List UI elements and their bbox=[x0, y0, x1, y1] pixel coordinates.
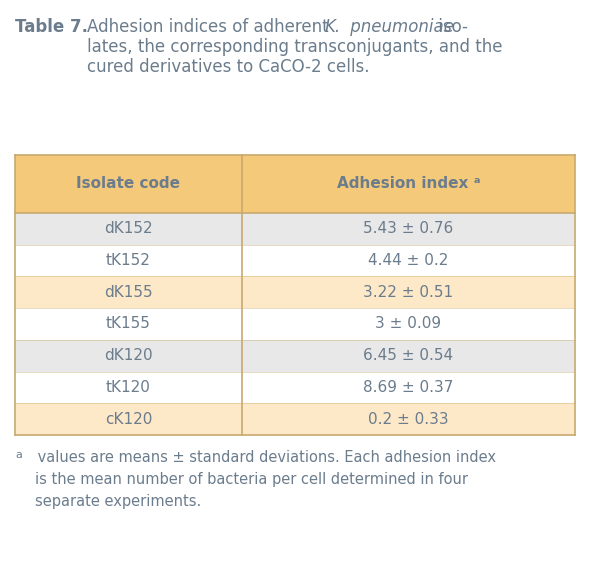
Bar bbox=[242, 276, 575, 308]
Text: 0.2 ± 0.33: 0.2 ± 0.33 bbox=[368, 412, 448, 427]
Text: 3.22 ± 0.51: 3.22 ± 0.51 bbox=[364, 285, 453, 300]
Bar bbox=[15, 245, 242, 276]
Text: dK155: dK155 bbox=[104, 285, 153, 300]
Text: dK152: dK152 bbox=[104, 221, 153, 236]
Bar bbox=[242, 245, 575, 276]
Text: 5.43 ± 0.76: 5.43 ± 0.76 bbox=[364, 221, 454, 236]
Text: Adhesion indices of adherent: Adhesion indices of adherent bbox=[87, 18, 334, 36]
Bar bbox=[15, 372, 242, 403]
Bar bbox=[242, 213, 575, 245]
Text: tK155: tK155 bbox=[106, 316, 151, 332]
Text: Adhesion index ᵃ: Adhesion index ᵃ bbox=[337, 176, 480, 191]
Text: pneumoniae: pneumoniae bbox=[345, 18, 454, 36]
Text: cured derivatives to CaCO-2 cells.: cured derivatives to CaCO-2 cells. bbox=[87, 58, 369, 76]
Text: 8.69 ± 0.37: 8.69 ± 0.37 bbox=[363, 380, 454, 395]
Text: separate experiments.: separate experiments. bbox=[35, 494, 201, 509]
Bar bbox=[15, 403, 242, 435]
Text: Isolate code: Isolate code bbox=[77, 176, 181, 191]
Bar bbox=[242, 403, 575, 435]
Bar bbox=[15, 340, 242, 372]
Bar bbox=[242, 308, 575, 340]
Text: cK120: cK120 bbox=[105, 412, 152, 427]
Text: a: a bbox=[15, 450, 22, 460]
Bar bbox=[15, 308, 242, 340]
Text: dK120: dK120 bbox=[104, 348, 153, 363]
Text: 4.44 ± 0.2: 4.44 ± 0.2 bbox=[368, 253, 448, 268]
Text: 6.45 ± 0.54: 6.45 ± 0.54 bbox=[364, 348, 453, 363]
Bar bbox=[15, 213, 242, 245]
Text: K.: K. bbox=[325, 18, 341, 36]
Text: 3 ± 0.09: 3 ± 0.09 bbox=[375, 316, 441, 332]
Text: iso-: iso- bbox=[433, 18, 468, 36]
Text: Table 7.: Table 7. bbox=[15, 18, 88, 36]
Bar bbox=[242, 340, 575, 372]
Text: values are means ± standard deviations. Each adhesion index: values are means ± standard deviations. … bbox=[33, 450, 496, 465]
Bar bbox=[242, 372, 575, 403]
Bar bbox=[15, 155, 575, 213]
Bar bbox=[15, 276, 242, 308]
Text: tK120: tK120 bbox=[106, 380, 151, 395]
Text: is the mean number of bacteria per cell determined in four: is the mean number of bacteria per cell … bbox=[35, 472, 468, 487]
Text: tK152: tK152 bbox=[106, 253, 151, 268]
Text: lates, the corresponding transconjugants, and the: lates, the corresponding transconjugants… bbox=[87, 38, 503, 56]
